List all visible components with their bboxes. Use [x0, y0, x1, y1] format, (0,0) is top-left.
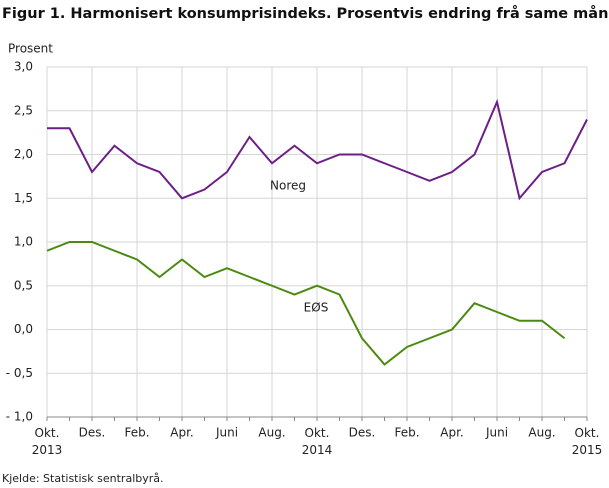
y-tick-label: - 1,0 [6, 410, 33, 424]
x-tick-label: Feb. [124, 426, 149, 440]
x-tick-label: Feb. [394, 426, 419, 440]
x-tick-label: Okt. 2014 [302, 426, 333, 457]
x-tick-label: Okt. 2013 [32, 426, 63, 457]
y-tick-label: 0,0 [14, 322, 33, 336]
y-tick-label: 2,5 [14, 103, 33, 117]
x-tick-label: Juni [485, 426, 508, 440]
x-tick-label: Aug. [528, 426, 555, 440]
source: Kjelde: Statistisk sentralbyrå. [2, 472, 164, 485]
chart-title: Figur 1. Harmonisert konsumprisindeks. P… [2, 5, 609, 22]
x-tick-label: Okt. 2015 [572, 426, 603, 457]
series-label: Noreg [270, 179, 306, 193]
x-tick-label: Des. [349, 426, 376, 440]
x-tick-label: Apr. [440, 426, 463, 440]
series-label: EØS [304, 301, 329, 315]
y-tick-label: - 0,5 [6, 366, 33, 380]
y-tick-label: 1,0 [14, 235, 33, 249]
y-axis-label: Prosent [8, 42, 53, 56]
x-tick-label: Aug. [258, 426, 285, 440]
line-series [47, 98, 588, 201]
y-tick-label: 1,5 [14, 191, 33, 205]
y-tick-label: 3,0 [14, 60, 33, 74]
y-tick-label: 0,5 [14, 278, 33, 292]
line-series [46, 241, 566, 366]
x-tick-label: Des. [79, 426, 106, 440]
x-tick-label: Juni [215, 426, 238, 440]
x-tick-label: Apr. [170, 426, 193, 440]
y-tick-label: 2,0 [14, 147, 33, 161]
